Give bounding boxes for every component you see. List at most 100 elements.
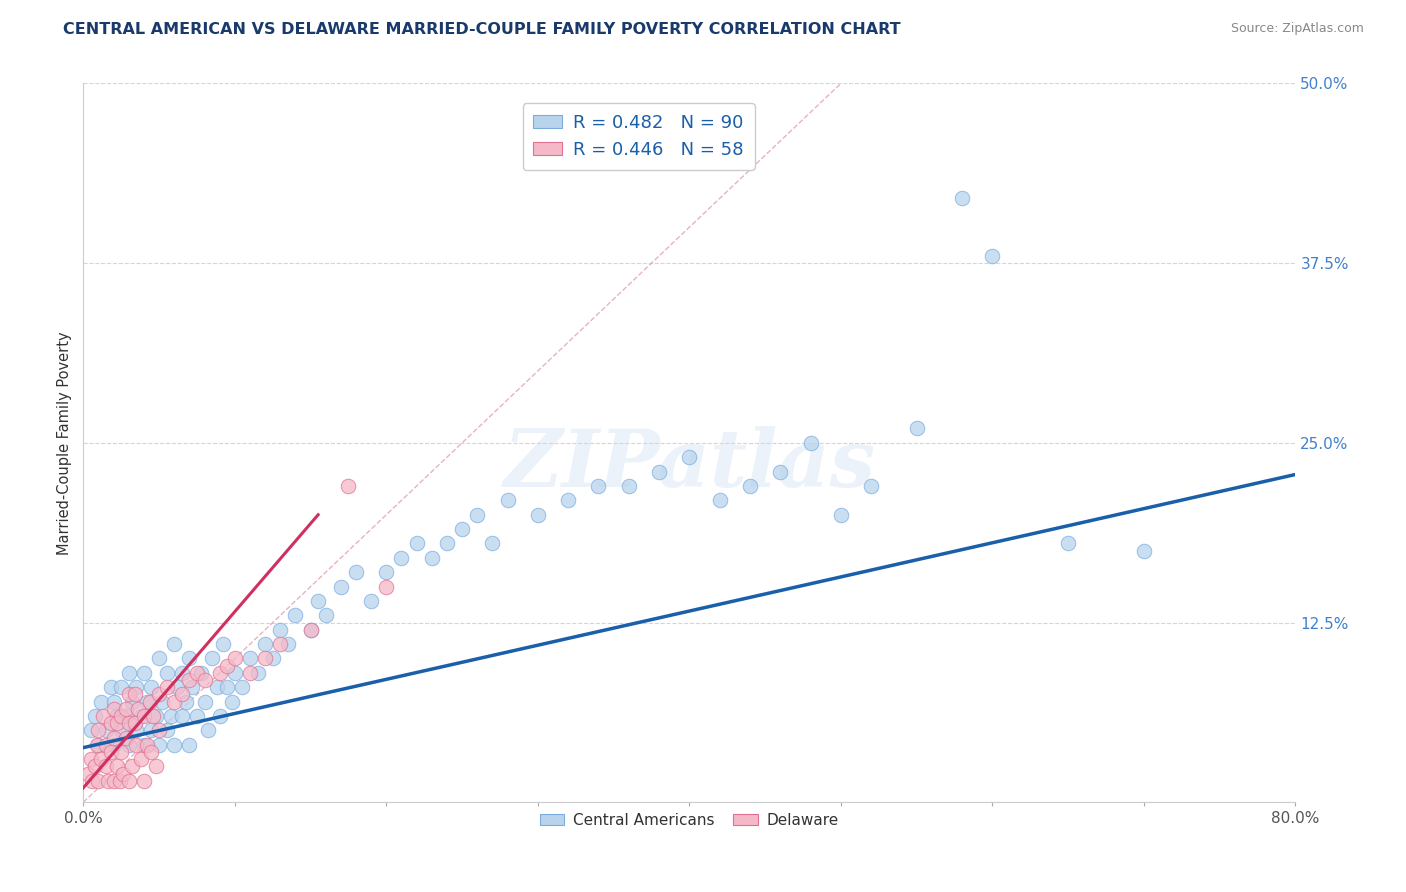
Point — [110, 745, 132, 759]
Point — [179, 673, 201, 687]
Point — [239, 665, 262, 680]
Point — [588, 479, 610, 493]
Point — [800, 435, 823, 450]
Point — [217, 658, 239, 673]
Point — [617, 479, 640, 493]
Point — [121, 695, 143, 709]
Point — [110, 709, 132, 723]
Point — [156, 723, 179, 738]
Point — [208, 665, 231, 680]
Point — [114, 702, 136, 716]
Point — [375, 566, 398, 580]
Point — [84, 759, 107, 773]
Point — [315, 608, 337, 623]
Point — [179, 651, 201, 665]
Point — [127, 702, 149, 716]
Point — [307, 594, 329, 608]
Point — [76, 766, 98, 780]
Point — [163, 738, 186, 752]
Point — [1133, 543, 1156, 558]
Point — [360, 594, 382, 608]
Point — [337, 479, 360, 493]
Point — [80, 752, 103, 766]
Point — [481, 536, 503, 550]
Point — [170, 665, 193, 680]
Point — [496, 493, 519, 508]
Point — [80, 723, 103, 738]
Point — [118, 738, 141, 752]
Point — [186, 665, 208, 680]
Point — [231, 680, 253, 694]
Point — [124, 716, 146, 731]
Point — [132, 665, 155, 680]
Point — [405, 536, 427, 550]
Point — [94, 759, 117, 773]
Y-axis label: Married-Couple Family Poverty: Married-Couple Family Poverty — [58, 331, 72, 555]
Point — [118, 665, 141, 680]
Point — [181, 680, 204, 694]
Point — [239, 651, 262, 665]
Point — [105, 709, 128, 723]
Point — [111, 766, 134, 780]
Point — [166, 680, 188, 694]
Point — [465, 508, 488, 522]
Point — [197, 723, 219, 738]
Point — [557, 493, 579, 508]
Point — [103, 702, 125, 716]
Point — [678, 450, 700, 465]
Point — [436, 536, 458, 550]
Point — [145, 759, 167, 773]
Point — [129, 752, 152, 766]
Point — [87, 723, 110, 738]
Point — [100, 680, 122, 694]
Text: Source: ZipAtlas.com: Source: ZipAtlas.com — [1230, 22, 1364, 36]
Point — [344, 566, 367, 580]
Point — [269, 637, 291, 651]
Point — [82, 773, 104, 788]
Point — [145, 709, 167, 723]
Point — [176, 695, 198, 709]
Point — [981, 249, 1004, 263]
Point — [132, 738, 155, 752]
Point — [118, 716, 141, 731]
Point — [110, 723, 132, 738]
Point — [132, 773, 155, 788]
Point — [150, 695, 173, 709]
Point — [118, 773, 141, 788]
Point — [142, 709, 165, 723]
Point — [211, 637, 233, 651]
Point — [284, 608, 307, 623]
Point — [375, 580, 398, 594]
Point — [141, 680, 163, 694]
Point — [87, 738, 110, 752]
Point — [193, 695, 215, 709]
Point — [136, 738, 159, 752]
Point — [193, 673, 215, 687]
Point — [84, 709, 107, 723]
Point — [420, 550, 443, 565]
Point — [86, 738, 108, 752]
Point — [179, 738, 201, 752]
Point — [148, 688, 170, 702]
Point — [738, 479, 761, 493]
Point — [105, 716, 128, 731]
Point — [96, 773, 118, 788]
Point — [221, 695, 243, 709]
Point — [246, 665, 269, 680]
Point — [136, 695, 159, 709]
Point — [114, 731, 136, 745]
Text: ZIPatlas: ZIPatlas — [503, 425, 876, 503]
Legend: Central Americans, Delaware: Central Americans, Delaware — [534, 807, 845, 834]
Point — [156, 680, 179, 694]
Point — [124, 688, 146, 702]
Point — [90, 752, 112, 766]
Point — [114, 709, 136, 723]
Point — [830, 508, 852, 522]
Point — [103, 738, 125, 752]
Point — [163, 695, 186, 709]
Point — [94, 738, 117, 752]
Point — [125, 738, 148, 752]
Point — [90, 695, 112, 709]
Point — [208, 709, 231, 723]
Point — [103, 695, 125, 709]
